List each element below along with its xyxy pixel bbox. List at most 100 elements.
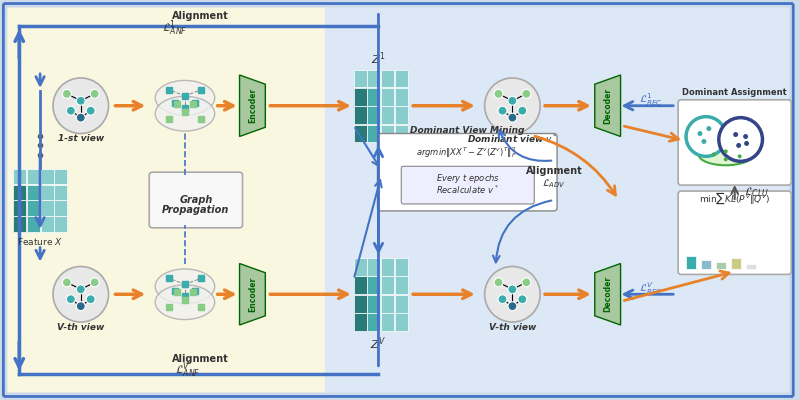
- Text: Graph: Graph: [179, 195, 213, 205]
- Circle shape: [738, 154, 742, 158]
- Bar: [701, 260, 711, 270]
- Bar: [354, 258, 366, 276]
- Circle shape: [522, 278, 530, 287]
- FancyBboxPatch shape: [678, 191, 791, 274]
- Bar: [394, 124, 408, 142]
- Circle shape: [86, 295, 95, 304]
- Bar: [394, 258, 408, 276]
- Text: $\min \sum KL(P^v\|Q^v)$: $\min \sum KL(P^v\|Q^v)$: [699, 190, 770, 206]
- Bar: [41, 169, 54, 184]
- Circle shape: [712, 152, 716, 156]
- Circle shape: [508, 113, 517, 122]
- Bar: [367, 88, 381, 106]
- Circle shape: [733, 132, 738, 137]
- Bar: [27, 200, 40, 216]
- Circle shape: [494, 278, 503, 287]
- Bar: [354, 70, 366, 87]
- Bar: [14, 216, 26, 232]
- Circle shape: [494, 89, 503, 98]
- Text: Recalculate $v^*$: Recalculate $v^*$: [436, 184, 499, 196]
- Circle shape: [736, 143, 741, 148]
- Bar: [14, 169, 26, 184]
- Circle shape: [485, 266, 540, 322]
- Text: Encoder: Encoder: [248, 277, 257, 312]
- Circle shape: [86, 106, 95, 115]
- Text: Feature $X$: Feature $X$: [17, 236, 63, 247]
- Bar: [381, 124, 394, 142]
- Bar: [354, 88, 366, 106]
- Polygon shape: [239, 264, 266, 325]
- Bar: [367, 70, 381, 87]
- Bar: [54, 216, 67, 232]
- Bar: [394, 70, 408, 87]
- Bar: [381, 88, 394, 106]
- Ellipse shape: [155, 269, 214, 304]
- Text: V-th view: V-th view: [489, 322, 536, 332]
- Text: V-th view: V-th view: [57, 322, 105, 332]
- Bar: [27, 185, 40, 200]
- Bar: [367, 295, 381, 313]
- Bar: [41, 185, 54, 200]
- Text: Alignment
$\mathcal{L}_{ADV}$: Alignment $\mathcal{L}_{ADV}$: [526, 166, 582, 190]
- Circle shape: [66, 106, 75, 115]
- Circle shape: [62, 89, 71, 98]
- Bar: [354, 276, 366, 294]
- Text: $\mathcal{L}^V_{REC}$: $\mathcal{L}^V_{REC}$: [639, 280, 663, 297]
- Circle shape: [518, 106, 526, 115]
- Circle shape: [76, 302, 86, 311]
- Circle shape: [498, 106, 507, 115]
- Polygon shape: [594, 75, 621, 136]
- Text: Encoder: Encoder: [248, 88, 257, 123]
- Bar: [14, 200, 26, 216]
- Circle shape: [719, 118, 762, 161]
- Ellipse shape: [155, 285, 214, 320]
- Circle shape: [53, 266, 109, 322]
- Text: $\mathcal{L}_{CLU}$: $\mathcal{L}_{CLU}$: [744, 185, 769, 199]
- Bar: [394, 313, 408, 331]
- Ellipse shape: [155, 80, 214, 115]
- Circle shape: [62, 278, 71, 287]
- Bar: [354, 106, 366, 124]
- Circle shape: [698, 131, 702, 136]
- Bar: [54, 185, 67, 200]
- Bar: [354, 124, 366, 142]
- Circle shape: [686, 117, 726, 156]
- Text: Propagation: Propagation: [162, 205, 230, 215]
- Bar: [367, 313, 381, 331]
- Circle shape: [66, 295, 75, 304]
- Text: $\mathcal{L}^1_{REC}$: $\mathcal{L}^1_{REC}$: [639, 91, 663, 108]
- Text: Dominant view $v^*$: Dominant view $v^*$: [467, 132, 558, 145]
- Bar: [367, 124, 381, 142]
- Bar: [394, 295, 408, 313]
- Circle shape: [522, 89, 530, 98]
- Bar: [381, 70, 394, 87]
- Bar: [27, 216, 40, 232]
- Text: Decoder: Decoder: [603, 276, 612, 312]
- Bar: [354, 295, 366, 313]
- Bar: [730, 258, 741, 270]
- Bar: [686, 256, 696, 270]
- Text: Dominant Assignment: Dominant Assignment: [682, 88, 787, 97]
- Text: Alignment: Alignment: [171, 12, 228, 22]
- Circle shape: [744, 141, 749, 146]
- FancyBboxPatch shape: [678, 100, 791, 185]
- Circle shape: [743, 134, 748, 139]
- Bar: [54, 169, 67, 184]
- Circle shape: [485, 78, 540, 134]
- Circle shape: [90, 89, 99, 98]
- Bar: [394, 276, 408, 294]
- Bar: [381, 276, 394, 294]
- Bar: [394, 88, 408, 106]
- Bar: [394, 106, 408, 124]
- FancyBboxPatch shape: [150, 172, 242, 228]
- Text: $\mathcal{L}^1_{ANF}$: $\mathcal{L}^1_{ANF}$: [162, 18, 188, 38]
- Circle shape: [498, 295, 507, 304]
- Bar: [14, 185, 26, 200]
- Text: Alignment: Alignment: [171, 354, 228, 364]
- Circle shape: [518, 295, 526, 304]
- Bar: [354, 313, 366, 331]
- Text: $Z^V$: $Z^V$: [370, 336, 386, 352]
- Bar: [381, 295, 394, 313]
- Circle shape: [508, 285, 517, 294]
- Text: 1-st view: 1-st view: [58, 134, 104, 143]
